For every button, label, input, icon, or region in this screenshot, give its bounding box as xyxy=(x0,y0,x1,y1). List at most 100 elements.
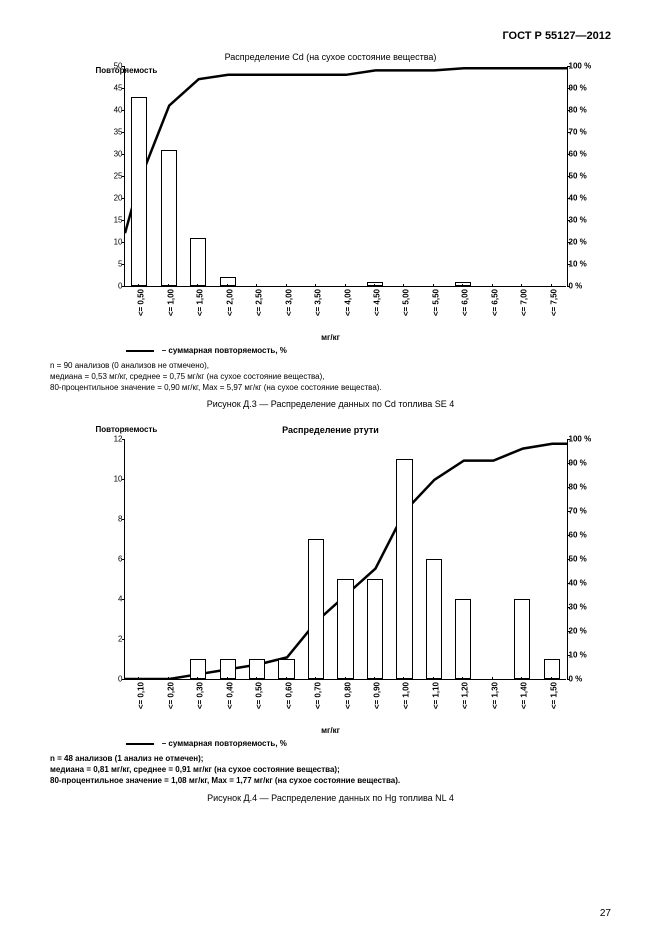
chart1-legend-text: – суммарная повторяемость, % xyxy=(162,346,287,355)
chart2-title: Распределение ртути xyxy=(96,425,566,435)
ytick-right: 40 % xyxy=(569,194,599,203)
xtick: <= 6,00 xyxy=(461,289,470,316)
bar xyxy=(544,659,560,679)
xtick: <= 5,00 xyxy=(402,289,411,316)
chart1-xticks: <= 0,50 <= 1,00 <= 1,50 <= 2,00 <= 2,50 <= 3,… xyxy=(124,287,566,331)
xtick: <= 5,50 xyxy=(431,289,440,316)
bar xyxy=(514,599,530,679)
ytick-right: 70 % xyxy=(569,507,599,516)
ytick-right: 50 % xyxy=(569,172,599,181)
xtick: <= 0,50 xyxy=(255,682,264,709)
ytick-left: 6 xyxy=(103,555,123,564)
xtick: <= 0,20 xyxy=(166,682,175,709)
ytick-right: 20 % xyxy=(569,238,599,247)
ytick-left: 25 xyxy=(103,172,123,181)
xtick: <= 2,50 xyxy=(255,289,264,316)
xtick: <= 1,00 xyxy=(402,682,411,709)
xtick: <= 0,50 xyxy=(137,289,146,316)
chart2-caption: Рисунок Д.4 — Распределение данных по Hg… xyxy=(50,793,611,803)
ytick-left: 10 xyxy=(103,475,123,484)
note-line: медиана = 0,81 мг/кг, среднее = 0,91 мг/… xyxy=(50,765,611,776)
ytick-right: 100 % xyxy=(569,435,599,444)
ytick-left: 2 xyxy=(103,635,123,644)
ytick-right: 60 % xyxy=(569,531,599,540)
xtick: <= 1,50 xyxy=(549,682,558,709)
ytick-right: 50 % xyxy=(569,555,599,564)
ytick-right: 100 % xyxy=(569,62,599,71)
note-line: n = 48 анализов (1 анализ не отмечен); xyxy=(50,754,611,765)
xtick: <= 0,70 xyxy=(314,682,323,709)
page-number: 27 xyxy=(600,908,611,919)
ytick-left: 15 xyxy=(103,216,123,225)
xtick: <= 1,30 xyxy=(490,682,499,709)
ytick-right: 0 % xyxy=(569,675,599,684)
chart2: Повторяемость Распределение ртути 024681… xyxy=(96,425,566,748)
xtick: <= 1,20 xyxy=(461,682,470,709)
xtick: <= 0,80 xyxy=(343,682,352,709)
xtick: <= 1,00 xyxy=(166,289,175,316)
note-line: медиана = 0,53 мг/кг, среднее = 0,75 мг/… xyxy=(50,372,611,383)
xtick: <= 0,30 xyxy=(196,682,205,709)
bar xyxy=(367,579,383,679)
bar xyxy=(278,659,294,679)
bar xyxy=(190,659,206,679)
bar xyxy=(131,97,147,286)
bar xyxy=(426,559,442,679)
xtick: <= 1,50 xyxy=(196,289,205,316)
bar xyxy=(249,659,265,679)
xtick: <= 3,00 xyxy=(284,289,293,316)
xtick: <= 7,00 xyxy=(520,289,529,316)
ytick-right: 70 % xyxy=(569,128,599,137)
ytick-right: 90 % xyxy=(569,84,599,93)
chart1-legend: – суммарная повторяемость, % xyxy=(126,346,566,355)
xtick: <= 0,90 xyxy=(372,682,381,709)
ytick-left: 50 xyxy=(103,62,123,71)
note-line: 80-процентильное значение = 1,08 мг/кг, … xyxy=(50,776,611,787)
ytick-right: 80 % xyxy=(569,106,599,115)
ytick-right: 80 % xyxy=(569,483,599,492)
chart2-legend: – суммарная повторяемость, % xyxy=(126,739,566,748)
ytick-right: 40 % xyxy=(569,579,599,588)
xtick: <= 1,40 xyxy=(520,682,529,709)
ytick-left: 40 xyxy=(103,106,123,115)
xtick: <= 0,60 xyxy=(284,682,293,709)
chart2-plot: 0246810120 %10 %20 %30 %40 %50 %60 %70 %… xyxy=(124,439,568,679)
xtick: <= 7,50 xyxy=(549,289,558,316)
bar xyxy=(337,579,353,679)
ytick-right: 30 % xyxy=(569,216,599,225)
xtick: <= 0,10 xyxy=(137,682,146,709)
chart1-title: Распределение Cd (на сухое состояние вещ… xyxy=(50,52,611,62)
xtick: <= 1,10 xyxy=(431,682,440,709)
xtick: <= 2,00 xyxy=(225,289,234,316)
ytick-right: 60 % xyxy=(569,150,599,159)
chart2-xlabel: мг/кг xyxy=(96,726,566,735)
ytick-left: 10 xyxy=(103,238,123,247)
chart1: Повторяемость 051015202530354045500 %10 … xyxy=(96,66,566,355)
chart2-ylabel: Повторяемость xyxy=(96,425,158,434)
note-line: 80-процентильное значение = 0,90 мг/кг, … xyxy=(50,383,611,394)
doc-header: ГОСТ Р 55127—2012 xyxy=(50,30,611,42)
bar xyxy=(396,459,412,679)
xtick: <= 0,40 xyxy=(225,682,234,709)
chart2-xticks: <= 0,10 <= 0,20 <= 0,30 <= 0,40 <= 0,50 <= 0,… xyxy=(124,680,566,724)
xtick: <= 4,00 xyxy=(343,289,352,316)
bar xyxy=(220,659,236,679)
bar xyxy=(190,238,206,286)
xtick: <= 4,50 xyxy=(372,289,381,316)
ytick-left: 45 xyxy=(103,84,123,93)
ytick-right: 10 % xyxy=(569,651,599,660)
ytick-right: 0 % xyxy=(569,282,599,291)
legend-line-icon xyxy=(126,350,154,352)
note-line: n = 90 анализов (0 анализов не отмечено)… xyxy=(50,361,611,372)
bar xyxy=(308,539,324,679)
page: ГОСТ Р 55127—2012 Распределение Cd (на с… xyxy=(0,0,661,935)
ytick-left: 0 xyxy=(103,675,123,684)
ytick-right: 10 % xyxy=(569,260,599,269)
ytick-right: 90 % xyxy=(569,459,599,468)
chart1-caption: Рисунок Д.3 — Распределение данных по Cd… xyxy=(50,399,611,409)
ytick-left: 30 xyxy=(103,150,123,159)
ytick-left: 4 xyxy=(103,595,123,604)
chart1-xlabel: мг/кг xyxy=(96,333,566,342)
bar xyxy=(161,150,177,286)
ytick-left: 8 xyxy=(103,515,123,524)
